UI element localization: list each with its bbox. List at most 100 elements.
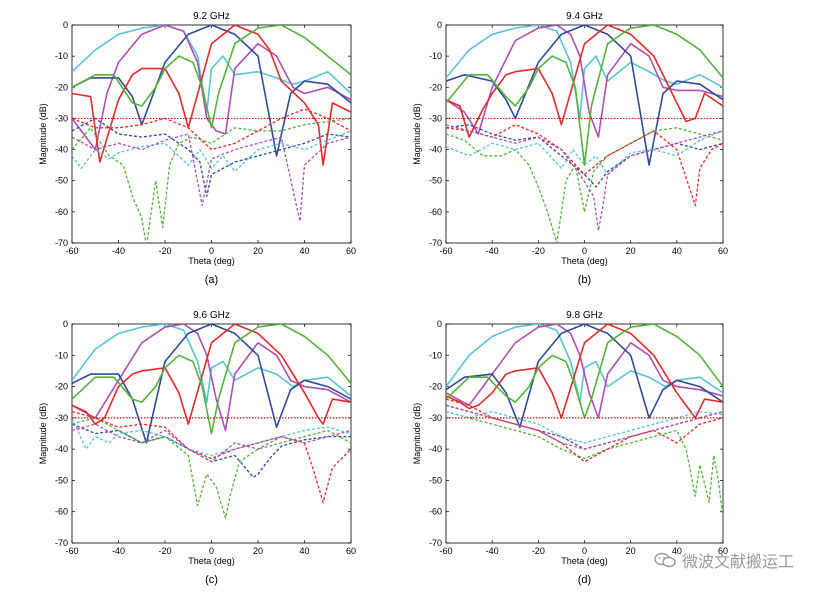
- series-line-red-solid: [446, 25, 723, 138]
- chart-panel-2: -60 -40 -20 0 20 40 600-10-20-30-40-50-60-709.…: [38, 310, 356, 586]
- y-tick-label: -60: [55, 507, 68, 517]
- y-tick-label: -10: [55, 350, 68, 360]
- x-tick-label: -60: [65, 546, 78, 556]
- series-line-magenta-solid: [72, 324, 351, 432]
- x-tick-label: -20: [158, 546, 171, 556]
- x-tick-label: 20: [253, 246, 263, 256]
- y-tick-label: -10: [429, 51, 442, 61]
- y-tick-label: -20: [429, 382, 442, 392]
- series-line-magenta-dashed: [446, 124, 723, 232]
- y-tick-label: -70: [429, 238, 442, 248]
- x-tick-label: 40: [672, 246, 682, 256]
- panel-caption: (b): [578, 274, 591, 286]
- y-axis-label: Magnitude (dB): [412, 403, 422, 465]
- series-line-cyan-solid: [446, 324, 723, 404]
- x-tick-label: -20: [158, 246, 171, 256]
- y-tick-label: -20: [55, 82, 68, 92]
- x-tick-label: 0: [209, 246, 214, 256]
- x-tick-label: 40: [299, 246, 309, 256]
- y-tick-label: -30: [429, 413, 442, 423]
- y-axis-label: Magnitude (dB): [412, 103, 422, 165]
- y-tick-label: -10: [429, 350, 442, 360]
- x-tick-label: -20: [532, 246, 545, 256]
- y-tick-label: 0: [63, 20, 68, 30]
- series-line-green-solid: [446, 25, 723, 166]
- y-tick-label: -60: [429, 507, 442, 517]
- chart-title: 9.8 GHz: [566, 310, 603, 321]
- series-group: [72, 25, 351, 243]
- x-tick-label: 60: [346, 246, 356, 256]
- x-tick-label: 60: [718, 246, 728, 256]
- watermark-text: 微波文献搬运工: [681, 552, 794, 571]
- y-tick-label: -60: [55, 207, 68, 217]
- y-tick-label: -50: [55, 176, 68, 186]
- x-tick-label: 20: [253, 546, 263, 556]
- x-tick-label: -60: [439, 246, 452, 256]
- x-axis-label: Theta (deg): [188, 556, 235, 566]
- series-line-green-dashed: [72, 117, 351, 243]
- series-line-magenta-dashed: [72, 133, 351, 222]
- series-line-cyan-solid: [72, 324, 351, 404]
- y-tick-label: -20: [429, 82, 442, 92]
- y-tick-label: 0: [437, 319, 442, 329]
- x-axis-label: Theta (deg): [561, 256, 608, 266]
- y-axis-label: Magnitude (dB): [38, 103, 48, 165]
- x-tick-label: 0: [209, 546, 214, 556]
- wechat-icon: [654, 552, 676, 568]
- y-tick-label: -40: [429, 444, 442, 454]
- y-tick-label: -30: [55, 113, 68, 123]
- y-tick-label: -20: [55, 382, 68, 392]
- series-line-blue-solid: [72, 25, 351, 157]
- x-tick-label: -60: [65, 246, 78, 256]
- series-line-green-dashed: [446, 127, 723, 243]
- y-tick-label: -40: [429, 145, 442, 155]
- chart-panel-1: -60 -40 -20 0 20 40 600-10-20-30-40-50-60-709.…: [412, 11, 728, 286]
- series-line-blue-solid: [446, 324, 723, 429]
- y-tick-label: -40: [55, 444, 68, 454]
- series-line-blue-dashed: [72, 423, 351, 478]
- y-tick-label: -10: [55, 51, 68, 61]
- y-tick-label: 0: [63, 319, 68, 329]
- plot-area: [445, 323, 724, 544]
- panel-caption: (a): [205, 274, 218, 286]
- x-tick-label: 40: [672, 546, 682, 556]
- series-line-cyan-dashed: [446, 130, 723, 176]
- y-tick-label: -40: [55, 145, 68, 155]
- panel-caption: (d): [578, 574, 591, 586]
- y-tick-label: -60: [429, 207, 442, 217]
- plot-area: [71, 24, 352, 244]
- x-tick-label: 60: [346, 546, 356, 556]
- y-tick-label: 0: [437, 20, 442, 30]
- x-tick-label: 0: [582, 546, 587, 556]
- y-tick-label: -50: [55, 475, 68, 485]
- series-line-red-dashed: [446, 124, 723, 207]
- series-line-red-dashed: [72, 410, 351, 503]
- series-line-green-solid: [72, 25, 351, 129]
- chart-panel-0: -60 -40 -20 0 20 40 600-10-20-30-40-50-60-709.…: [38, 11, 356, 286]
- series-line-green-solid: [446, 324, 723, 419]
- y-tick-label: -50: [429, 475, 442, 485]
- y-tick-label: -70: [429, 538, 442, 548]
- y-tick-label: -30: [55, 413, 68, 423]
- x-axis-label: Theta (deg): [561, 556, 608, 566]
- series-line-cyan-dashed: [446, 410, 723, 444]
- y-tick-label: -30: [429, 113, 442, 123]
- x-tick-label: 20: [626, 246, 636, 256]
- chart-title: 9.4 GHz: [566, 11, 603, 22]
- y-axis-label: Magnitude (dB): [38, 403, 48, 465]
- series-line-green-dashed: [72, 417, 351, 519]
- x-tick-label: 60: [718, 546, 728, 556]
- series-line-magenta-solid: [446, 324, 723, 419]
- series-line-magenta-solid: [446, 25, 723, 138]
- x-tick-label: 20: [626, 546, 636, 556]
- series-group: [446, 25, 723, 243]
- x-tick-label: 0: [582, 246, 587, 256]
- series-line-magenta-dashed: [72, 423, 351, 463]
- x-tick-label: -40: [112, 246, 125, 256]
- chart-title: 9.2 GHz: [193, 11, 230, 22]
- x-tick-label: -40: [486, 246, 499, 256]
- series-line-red-solid: [72, 25, 351, 166]
- x-tick-label: -60: [439, 546, 452, 556]
- series-line-cyan-solid: [72, 25, 351, 113]
